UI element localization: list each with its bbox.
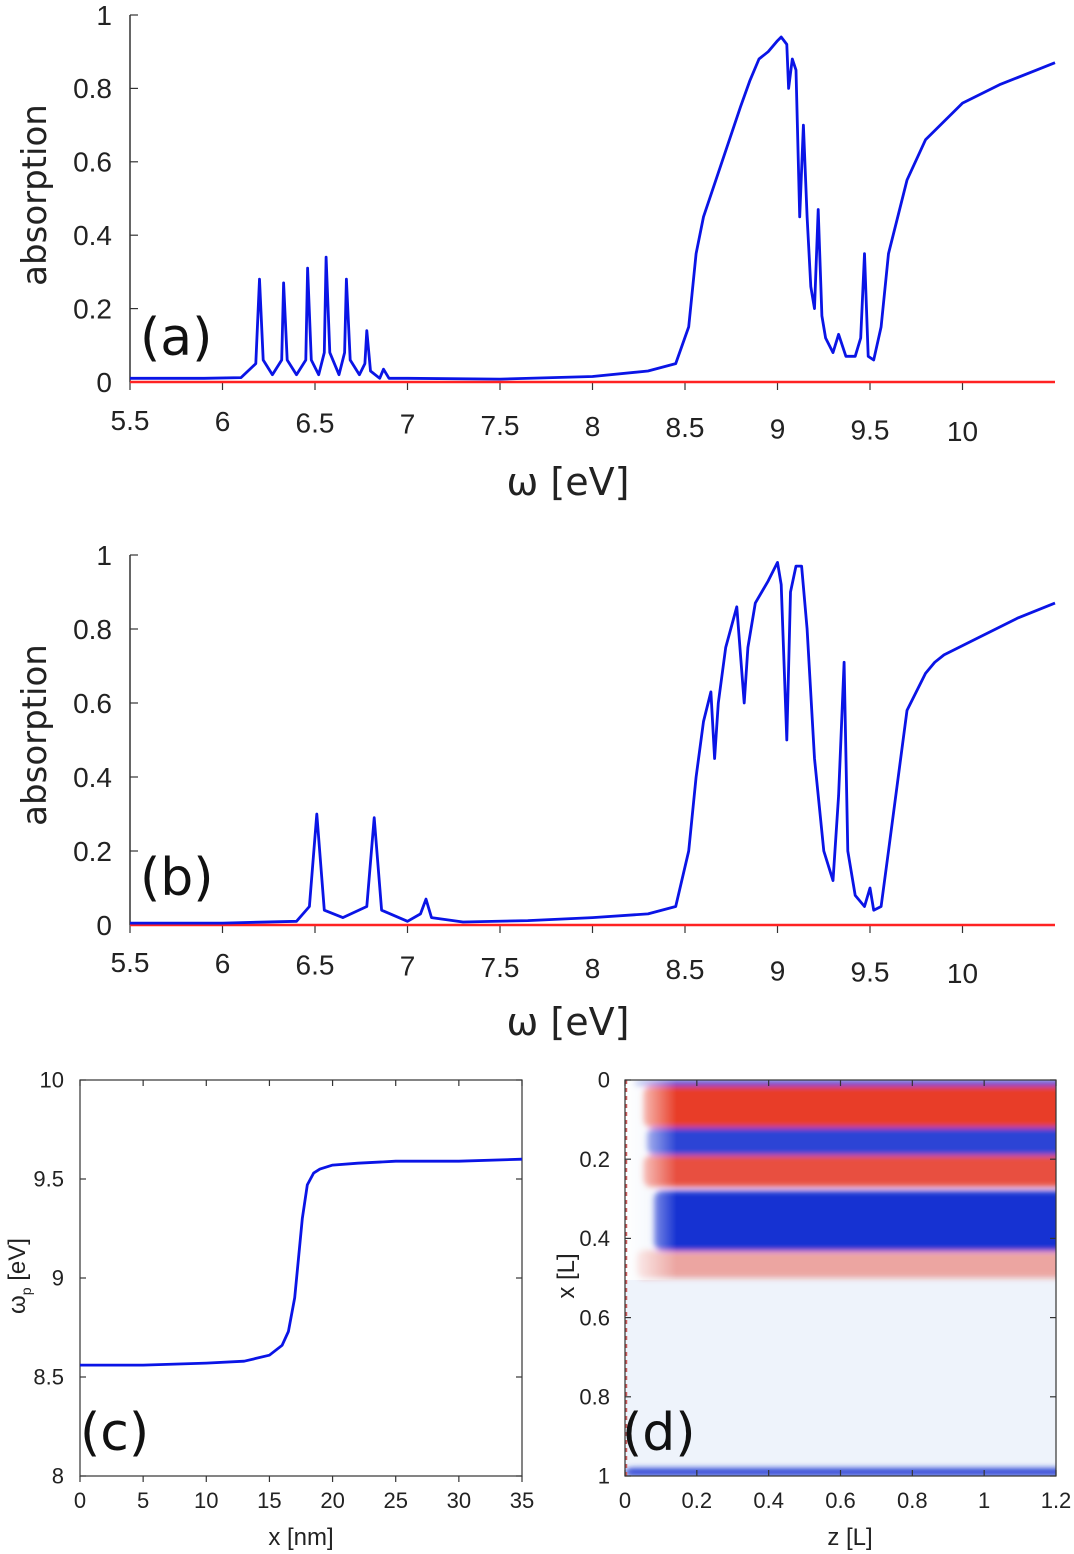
y-tick-label: 1 (598, 1464, 610, 1489)
x-tick-label: 6.5 (296, 407, 335, 438)
x-tick-label: 20 (320, 1488, 344, 1513)
panel-c-label: (c) (80, 1403, 149, 1463)
y-tick-label: 0.6 (73, 688, 112, 719)
x-tick-label: 5.5 (111, 405, 150, 436)
panel-b-ylabel: absorption (15, 644, 55, 826)
x-tick-label: 10 (947, 958, 978, 989)
panel-b-label: (b) (140, 848, 214, 908)
y-tick-label: 9 (52, 1266, 64, 1291)
y-tick-label: 0.8 (73, 614, 112, 645)
series-line-omega_p (80, 1157, 523, 1367)
panel-d-label: (d) (622, 1403, 696, 1463)
y-tick-label: 1 (96, 540, 112, 571)
x-tick-label: 8 (585, 411, 601, 442)
y-tick-label: 0 (96, 910, 112, 941)
y-tick-label: 0.4 (73, 220, 112, 251)
series-line-absorption (130, 35, 1056, 381)
x-tick-label: 9 (770, 413, 786, 444)
x-tick-label: 8.5 (666, 412, 705, 443)
x-tick-label: 1 (978, 1488, 990, 1513)
panel-d-xlabel: z [L] (827, 1524, 872, 1551)
y-tick-label: 0.6 (73, 147, 112, 178)
x-tick-label: 7 (400, 951, 416, 982)
x-tick-label: 0.4 (753, 1488, 784, 1513)
x-tick-label: 8.5 (666, 954, 705, 985)
panel-c-ylabel-main: ω (4, 1295, 31, 1314)
x-tick-label: 9.5 (851, 957, 890, 988)
x-tick-label: 7 (400, 409, 416, 440)
panel-a-xlabel: ω [eV] (507, 460, 630, 504)
x-tick-label: 7.5 (481, 410, 520, 441)
panel-b-xlabel: ω [eV] (507, 1000, 630, 1044)
y-tick-label: 0 (96, 367, 112, 398)
panel-a-label: (a) (140, 308, 212, 368)
y-tick-label: 0.8 (579, 1385, 610, 1410)
x-tick-label: 10 (947, 416, 978, 447)
x-tick-label: 0.8 (897, 1488, 928, 1513)
x-tick-label: 0 (619, 1488, 631, 1513)
x-tick-label: 15 (257, 1488, 281, 1513)
x-tick-label: 35 (510, 1488, 534, 1513)
x-tick-label: 9.5 (851, 415, 890, 446)
y-tick-label: 1 (96, 0, 112, 31)
y-tick-label: 8 (52, 1464, 64, 1489)
x-tick-label: 5 (137, 1488, 149, 1513)
x-tick-label: 6.5 (296, 949, 335, 980)
y-tick-label: 10 (40, 1068, 64, 1093)
x-tick-label: 0 (74, 1488, 86, 1513)
panel-b: 5.5 6 6.5 7 7.5 8 8.5 9 9.5 10 0 0.2 0.4 0.6 0.8 1 ω [e… (15, 540, 1056, 1044)
x-tick-label: 10 (194, 1488, 218, 1513)
field-band-blue (625, 1468, 1056, 1476)
x-tick-label: 5.5 (111, 947, 150, 978)
panel-d-entrance-fade (625, 1080, 1056, 1280)
y-tick-label: 9.5 (33, 1167, 64, 1192)
panel-c-xlabel: x [nm] (268, 1524, 333, 1551)
panel-c-ylabel-sub: p (18, 1287, 34, 1295)
y-tick-label: 0.2 (73, 293, 112, 324)
x-tick-label: 6 (215, 948, 231, 979)
x-tick-label: 8 (585, 953, 601, 984)
x-tick-label: 7.5 (481, 952, 520, 983)
y-tick-label: 0.8 (73, 73, 112, 104)
x-tick-label: 0.2 (682, 1488, 713, 1513)
x-tick-label: 25 (383, 1488, 407, 1513)
x-tick-label: 6 (215, 406, 231, 437)
x-tick-label: 9 (770, 955, 786, 986)
panel-a-ylabel: absorption (15, 104, 55, 286)
panel-a: 5.5 6 6.5 7 7.5 8 8.5 9 9.5 10 0 0.2 0.4 0.6 0.8 1 ω [e… (15, 0, 1056, 504)
y-tick-label: 8.5 (33, 1365, 64, 1390)
y-tick-label: 0.4 (73, 762, 112, 793)
x-tick-label: 30 (447, 1488, 471, 1513)
y-tick-label: 0.4 (579, 1226, 610, 1251)
y-tick-label: 0.6 (579, 1305, 610, 1330)
panel-c-ylabel-unit: [eV] (4, 1238, 31, 1287)
series-line-absorption (130, 561, 1056, 925)
panel-d-ylabel: x [L] (553, 1253, 580, 1298)
x-tick-label: 1.2 (1041, 1488, 1072, 1513)
panel-d: 0 0.2 0.4 0.6 0.8 1 1.2 0 0.2 0.4 0.6 0.8 1 z [L] x … (553, 1068, 1071, 1551)
y-tick-label: 0.2 (579, 1147, 610, 1172)
panel-c-ylabel: ωp [eV] (4, 1238, 34, 1314)
panel-a-gridlines: 5.5 6 6.5 7 7.5 8 8.5 9 9.5 10 0 0.2 0.4 0.6 0.8 1 (73, 0, 978, 447)
y-tick-label: 0 (598, 1068, 610, 1093)
x-tick-label: 0.6 (825, 1488, 856, 1513)
y-tick-label: 0.2 (73, 836, 112, 867)
